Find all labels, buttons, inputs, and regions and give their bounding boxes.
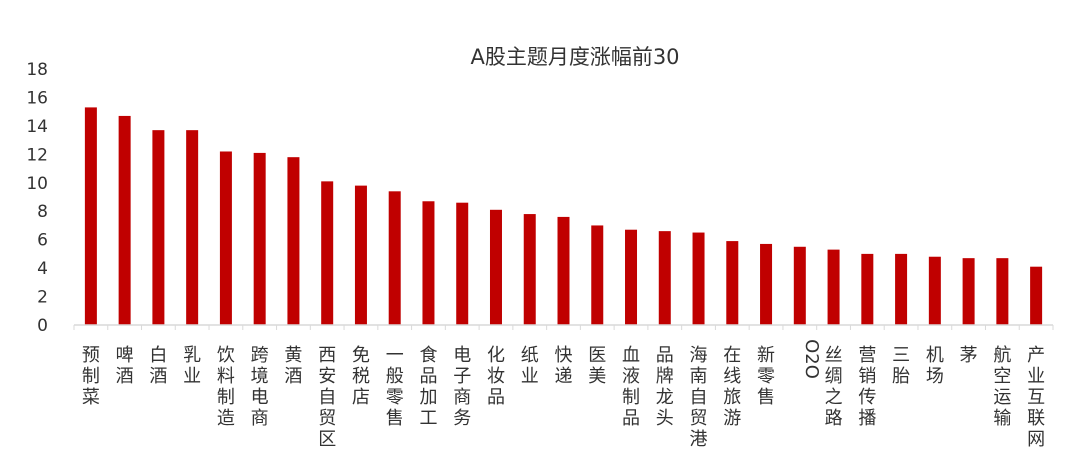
bar [760,243,773,325]
y-tick-label: 4 [37,259,48,279]
chart-title: A股主题月度涨幅前30 [470,45,679,69]
x-tick-label: 丝绸之路 [825,345,843,429]
bar [118,115,131,325]
bar [489,209,502,325]
bar [557,216,570,325]
x-tick-label: 机场 [926,345,944,387]
bar [625,229,638,325]
bar [591,225,604,325]
x-tick-label: 预制菜 [82,345,100,408]
x-tick-label: 化妆品 [487,345,505,408]
x-tick-label: 食品加工 [419,345,437,429]
bars [84,107,1043,326]
x-tick-label: 快递 [555,345,573,387]
bar [996,258,1009,325]
bar [861,253,874,325]
bar [793,246,806,325]
x-tick-label: 啤酒 [116,345,134,387]
bar [152,130,165,325]
x-tick-label: O2O [801,339,822,379]
y-tick-label: 8 [37,202,48,222]
x-tick-label: 饮料制造 [217,345,235,429]
x-tick-label: 航空运输 [993,345,1011,429]
x-tick-label: 产业互联网 [1027,345,1045,450]
x-tick-label: 黄酒 [284,345,302,387]
y-tick-label: 16 [26,88,48,108]
bar [388,191,401,325]
x-tick-label: 三胎 [892,345,910,387]
bar [928,256,941,325]
y-tick-label: 10 [26,174,48,194]
x-tick-label: 茅 [960,345,978,366]
bar [895,253,908,325]
y-tick-label: 18 [26,60,48,80]
x-tick-label: 白酒 [149,345,167,387]
x-tick-label: 跨境电商 [251,345,269,429]
bar [523,214,536,325]
x-tick-label: 营销传播 [858,345,876,429]
bar [422,201,435,325]
bar [1030,266,1043,325]
bar [658,231,671,325]
x-tick-label: 免税店 [352,345,370,408]
bar [84,107,97,326]
y-tick-label: 6 [37,231,48,251]
x-tick-label: 一般零售 [386,345,404,429]
x-tick-label: 医美 [588,345,606,387]
bar [354,185,367,325]
bar [692,232,705,325]
bar [186,130,199,325]
bar [456,202,469,325]
bar [253,152,266,325]
bar [287,157,300,325]
bar [962,258,975,325]
y-tick-label: 14 [26,117,48,137]
x-tick-label: 品牌龙头 [656,345,674,429]
bar [321,181,334,325]
x-tick-label: 西安自贸区 [318,345,336,450]
y-tick-label: 2 [37,288,48,308]
x-tick-label: 电子商务 [453,345,471,429]
bar [219,151,232,325]
bar [827,249,840,325]
y-tick-label: 12 [26,145,48,165]
y-axis: 0 2 4 6 8 10 12 14 16 18 [26,60,48,336]
x-tick-label: 血液制品 [622,345,640,429]
x-axis: 预制菜啤酒白酒乳业饮料制造跨境电商黄酒西安自贸区免税店一般零售食品加工电子商务化… [73,325,1054,450]
y-tick-label: 0 [37,316,48,336]
x-tick-label: 在线旅游 [723,345,741,429]
x-tick-label: 纸业 [521,345,539,387]
bar [726,241,739,325]
x-tick-label: 乳业 [183,345,201,387]
x-tick-label: 新零售 [757,345,775,408]
x-tick-label: 海南自贸港 [690,345,708,450]
